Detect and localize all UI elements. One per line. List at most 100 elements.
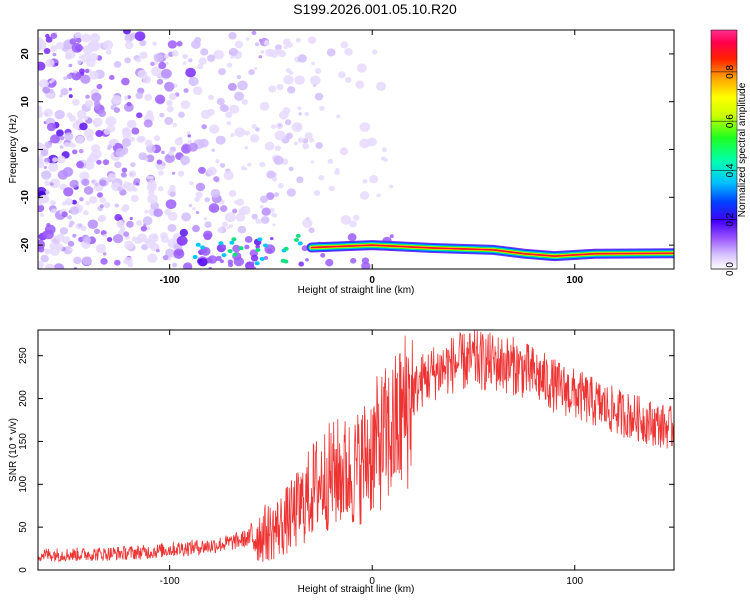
noise-blob [138,152,148,161]
noise-blob [180,100,191,109]
noise-blob [111,95,122,104]
noise-blob [340,41,349,49]
noise-blob [179,228,189,237]
noise-blob [59,94,63,98]
noise-blob [40,149,49,157]
noise-blob [80,53,92,63]
noise-blob [197,63,204,70]
noise-blob [83,116,89,121]
noise-blob [168,93,177,101]
noise-blob [114,161,122,169]
noise-blob [232,244,241,253]
noise-blob [361,261,371,269]
noise-blob [145,239,156,249]
noise-blob [210,188,221,198]
noise-blob [238,208,246,215]
noise-blob [71,199,77,205]
noise-blob [244,244,250,250]
noise-blob [215,159,220,164]
noise-blob [71,71,82,81]
noise-blob [76,109,87,119]
noise-blob [112,234,124,244]
noise-blob [120,172,127,178]
noise-blob [350,257,357,264]
noise-blob [261,207,271,216]
noise-blob [191,40,201,49]
noise-blob [109,74,115,81]
noise-blob [75,37,82,43]
noise-blob [76,161,84,169]
noise-blob [213,176,220,182]
noise-blob [40,254,49,263]
noise-blob [347,233,357,242]
noise-blob [57,170,69,180]
noise-blob [344,48,353,56]
noise-blob [349,220,358,228]
noise-blob [135,182,140,186]
noise-blob [131,127,140,135]
noise-blob [155,248,160,253]
noise-blob [286,188,296,197]
noise-blob [173,248,185,259]
noise-blob [224,212,236,223]
noise-speck [192,255,198,260]
noise-blob [114,213,123,221]
noise-blob [228,190,237,197]
noise-blob [176,235,188,246]
noise-blob [158,61,167,70]
noise-blob [272,176,278,182]
noise-blob [320,253,326,258]
noise-blob [83,236,92,244]
noise-blob [59,145,64,149]
colorbar-label: Normalized spectral amplitude [737,82,748,217]
noise-blob [247,162,252,167]
noise-blob [309,75,321,86]
noise-blob [88,70,99,80]
colorbar-tick-label: 0.2 [725,212,736,226]
y-tick-label: -10 [20,190,31,205]
noise-blob [389,184,394,189]
noise-blob [131,236,138,242]
noise-blob [277,183,284,189]
noise-blob [250,134,260,143]
noise-blob [259,161,266,168]
noise-blob [147,194,158,204]
y-tick-label: 100 [18,476,29,493]
noise-blob [146,110,153,117]
noise-speck [218,241,224,246]
noise-speck [293,237,299,242]
noise-blob [359,122,371,132]
noise-blob [106,237,113,242]
noise-blob [74,31,82,39]
noise-blob [126,119,137,129]
noise-blob [188,76,199,87]
noise-blob [234,40,244,49]
noise-blob [88,196,98,204]
noise-blob [283,45,288,50]
noise-blob [297,137,304,143]
noise-blob [251,213,258,220]
noise-blob [236,198,245,206]
noise-blob [61,211,68,218]
noise-blob [327,158,334,165]
noise-speck [227,249,233,254]
noise-blob [149,187,155,193]
noise-blob [80,74,91,84]
noise-blob [38,260,44,269]
noise-blob [186,131,191,135]
noise-blob [304,111,310,117]
noise-speck [231,237,237,242]
noise-blob [123,30,131,35]
noise-blob [59,135,65,141]
noise-blob [221,221,228,228]
noise-blob [63,142,70,148]
noise-blob [260,50,265,54]
snr-marks [38,330,674,563]
noise-blob [223,170,234,181]
noise-blob [244,145,249,150]
noise-blob [250,266,256,269]
noise-blob [282,38,291,46]
noise-blob [273,192,279,197]
y-tick-label: 10 [20,96,31,108]
noise-speck [259,256,265,261]
